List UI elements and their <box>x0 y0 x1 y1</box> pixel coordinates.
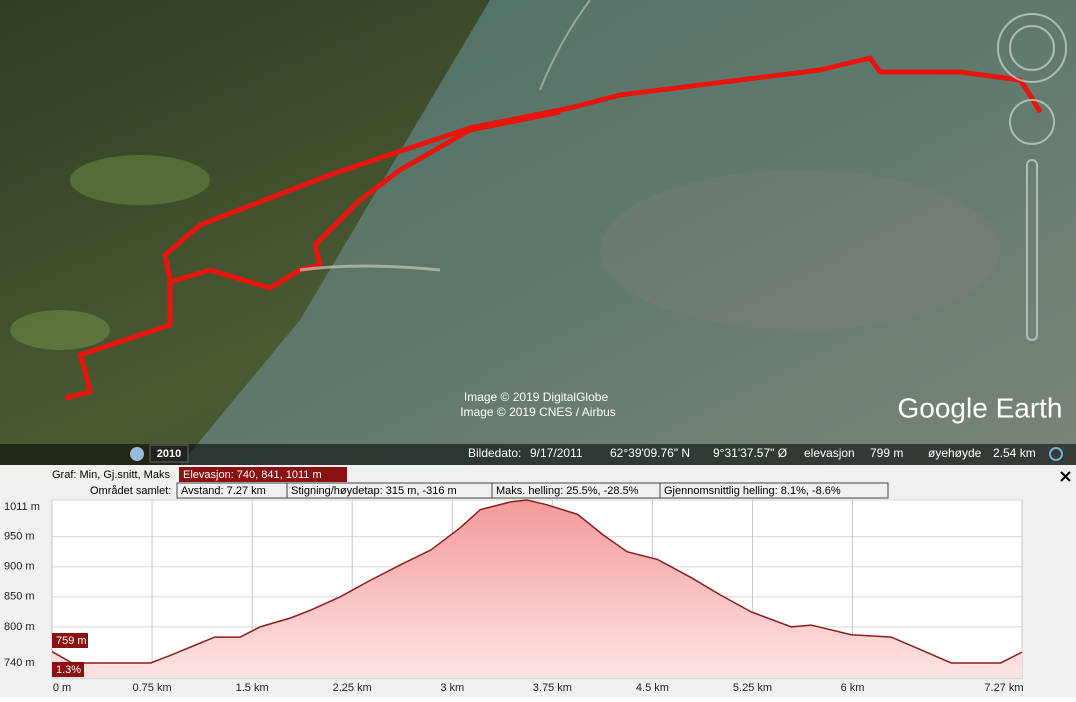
graph-label: Graf: Min, Gj.snitt, Maks <box>52 469 170 481</box>
route-track <box>64 55 1043 401</box>
x-tick-label: 2.25 km <box>333 682 372 694</box>
status-label: elevasjon <box>804 446 855 460</box>
x-tick-label: 0 m <box>53 682 71 694</box>
y-tick-label: 850 m <box>4 591 35 603</box>
y-tick-label: 900 m <box>4 561 35 573</box>
attribution: Image © 2019 CNES / Airbus <box>460 405 616 419</box>
status-date: 9/17/2011 <box>530 446 583 460</box>
attribution: Image © 2019 DigitalGlobe <box>464 390 609 404</box>
map[interactable] <box>0 0 1076 465</box>
x-tick-label: 7.27 km <box>984 682 1023 694</box>
logo: Google Earth <box>898 392 1063 423</box>
area-label: Området samlet: <box>90 485 171 497</box>
status-lat: 62°39'09.76" N <box>610 446 690 460</box>
year: 2010 <box>157 448 181 460</box>
close-button[interactable] <box>1060 471 1071 482</box>
history-icon[interactable] <box>130 447 144 461</box>
cursor-elevation: 759 m <box>56 635 87 647</box>
y-tick-label: 950 m <box>4 531 35 543</box>
x-tick-label: 3.75 km <box>533 682 572 694</box>
nav-controls[interactable] <box>997 13 1067 341</box>
y-tick-label: 740 m <box>4 657 35 669</box>
x-tick-label: 1.5 km <box>236 682 269 694</box>
stat: Gjennomsnittlig helling: 8.1%, -8.6% <box>664 485 841 497</box>
status-label: Bildedato: <box>468 446 521 460</box>
stat: Avstand: 7.27 km <box>181 485 266 497</box>
stat: Maks. helling: 25.5%, -28.5% <box>496 485 639 497</box>
status-lon: 9°31'37.57" Ø <box>713 446 787 460</box>
x-tick-label: 4.5 km <box>636 682 669 694</box>
cursor-slope: 1.3% <box>56 664 81 676</box>
elevation-line <box>51 499 1023 664</box>
x-tick-label: 5.25 km <box>733 682 772 694</box>
x-tick-label: 3 km <box>440 682 464 694</box>
status-label: øyehøyde <box>928 446 982 460</box>
y-tick-label: 1011 m <box>4 501 40 513</box>
status-eye: 2.54 km <box>993 446 1036 460</box>
y-tick-label: 800 m <box>4 621 35 633</box>
x-tick-label: 0.75 km <box>132 682 171 694</box>
status-elev: 799 m <box>870 446 903 460</box>
stat: Stigning/høydetap: 315 m, -316 m <box>291 485 457 497</box>
x-tick-label: 6 km <box>841 682 865 694</box>
elevation-summary: Elevasjon: 740, 841, 1011 m <box>183 469 322 481</box>
area-fill <box>52 500 1022 678</box>
